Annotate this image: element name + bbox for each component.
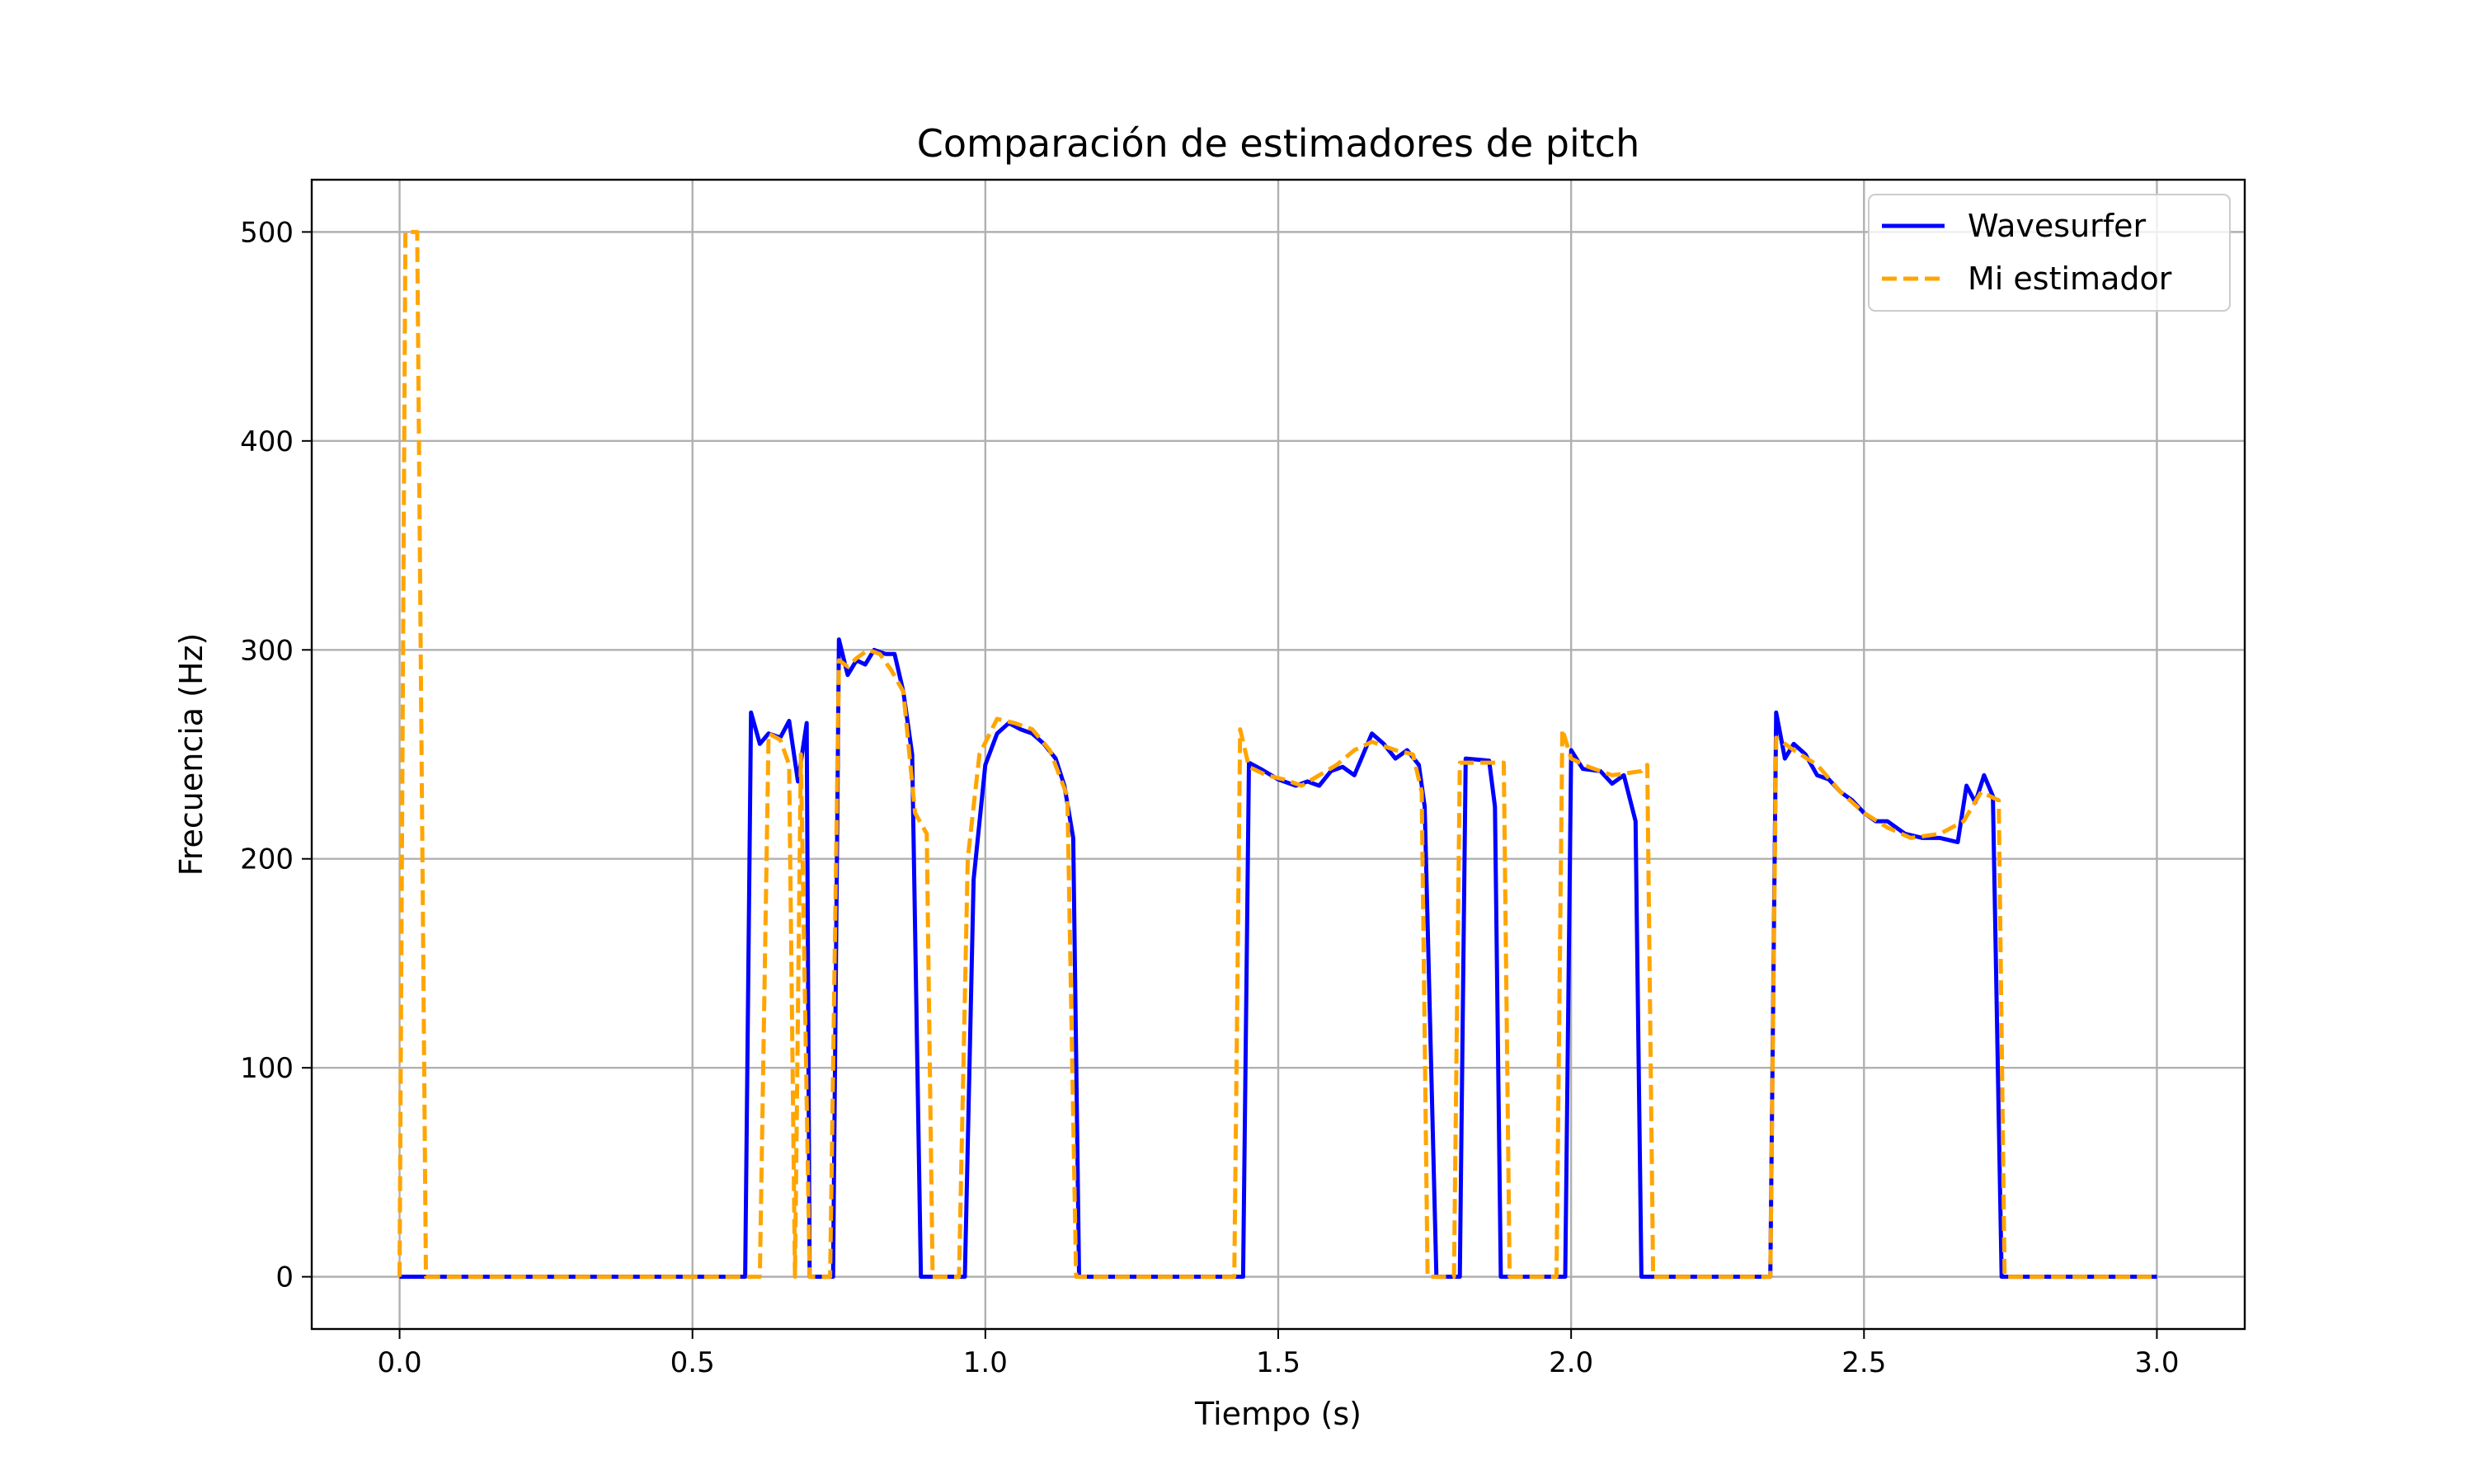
y-tick-label: 0 bbox=[275, 1261, 294, 1294]
series-lines bbox=[397, 229, 2157, 1280]
y-tick-label: 500 bbox=[240, 216, 294, 249]
y-tick-label: 200 bbox=[240, 843, 294, 876]
y-tick-label: 300 bbox=[240, 634, 294, 667]
series-line-mi-estimador bbox=[397, 229, 2157, 1280]
y-axis-label: Frecuencia (Hz) bbox=[173, 633, 209, 876]
legend: Wavesurfer Mi estimador bbox=[1868, 194, 2231, 312]
legend-label: Mi estimador bbox=[1968, 261, 2172, 297]
x-tick-label: 1.0 bbox=[963, 1346, 1008, 1379]
x-tick-label: 2.0 bbox=[1549, 1346, 1593, 1379]
x-tick-label: 0.0 bbox=[378, 1346, 422, 1379]
y-tick-label: 400 bbox=[240, 425, 294, 458]
x-tick-label: 0.5 bbox=[670, 1346, 715, 1379]
x-axis-label: Tiempo (s) bbox=[1194, 1396, 1362, 1432]
x-tick-label: 1.5 bbox=[1256, 1346, 1300, 1379]
legend-label: Wavesurfer bbox=[1968, 208, 2147, 244]
legend-box bbox=[1868, 194, 2231, 312]
grid bbox=[312, 180, 2245, 1329]
x-tick-label: 2.5 bbox=[1841, 1346, 1886, 1379]
chart-title: Comparación de estimadores de pitch bbox=[917, 121, 1639, 166]
y-tick-label: 100 bbox=[240, 1052, 294, 1085]
x-tick-label: 3.0 bbox=[2134, 1346, 2179, 1379]
axis-ticks: 0.0 0.5 1.0 1.5 2.0 2.5 3.0 0 100 200 300 400 500 bbox=[240, 216, 2179, 1379]
